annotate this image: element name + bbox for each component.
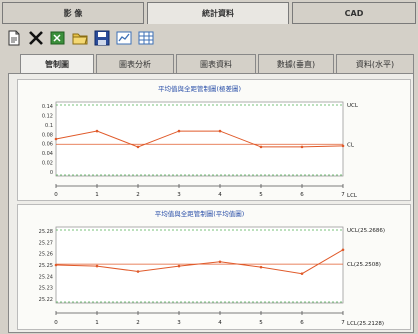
delete-x-icon <box>29 31 43 45</box>
subtab-chart-analysis[interactable]: 圖表分析 <box>96 54 174 73</box>
x-tick-label: 3 <box>177 192 181 198</box>
top-tab-bar: 影 像 統計資料 CAD <box>2 2 416 24</box>
y-tick-label: 0.1 <box>45 123 53 129</box>
data-point <box>341 248 345 252</box>
chart-view-button[interactable] <box>114 28 134 48</box>
y-tick-label: 25.22 <box>39 297 53 303</box>
data-point <box>177 264 181 268</box>
y-tick-label: 25.24 <box>39 274 53 280</box>
mean-chart: 平均值與全距管制圖(平均值圖) 25.28 25.27 25.26 25.25 25.24… <box>39 209 385 327</box>
y-tick-label: 0.12 <box>42 113 53 119</box>
y-tick-label: 0.08 <box>42 132 53 138</box>
x-tick-label: 6 <box>300 192 304 198</box>
tab-statistics[interactable]: 統計資料 <box>147 2 289 24</box>
data-point <box>218 260 222 264</box>
mean-chart-panel: 平均值與全距管制圖(平均值圖) 25.28 25.27 25.26 25.25 25.24… <box>17 204 411 330</box>
data-series-line <box>55 130 344 148</box>
data-point <box>300 272 304 275</box>
y-tick-label: 0.04 <box>42 151 53 157</box>
x-tick-label: 5 <box>259 320 263 326</box>
control-line-label: LCL <box>347 193 358 199</box>
table-view-button[interactable] <box>136 28 156 48</box>
x-tick-label: 1 <box>95 192 99 198</box>
subtab-data-vertical[interactable]: 數據(垂直) <box>258 54 334 73</box>
x-tick-label: 2 <box>136 192 140 198</box>
x-tick-label: 4 <box>218 192 222 198</box>
open-button[interactable] <box>70 28 90 48</box>
subtab-control-chart[interactable]: 管制圖 <box>20 54 94 74</box>
y-tick-label: 25.28 <box>39 229 53 235</box>
plot-area <box>55 101 344 177</box>
x-tick-label: 4 <box>218 320 222 326</box>
x-tick-label: 6 <box>300 320 304 326</box>
data-point <box>136 270 140 273</box>
x-tick-label: 5 <box>259 192 263 198</box>
data-point <box>259 145 263 149</box>
control-line-label: CL(25.2508) <box>347 262 381 268</box>
chart-title: 平均值與全距管制圖(極差圖) <box>158 84 241 93</box>
x-tick-label: 7 <box>341 192 345 198</box>
y-tick-label: 25.26 <box>39 252 53 258</box>
data-point <box>177 129 181 133</box>
plot-area <box>55 226 344 304</box>
data-point <box>300 145 304 149</box>
y-tick-label: 25.23 <box>39 286 53 292</box>
y-tick-label: 25.27 <box>39 240 53 246</box>
x-tick-label: 0 <box>54 320 58 326</box>
y-tick-label: 0.14 <box>42 104 53 110</box>
y-tick-label: 25.25 <box>39 263 53 269</box>
x-tick-label: 3 <box>177 320 181 326</box>
y-tick-label: 0 <box>50 170 53 176</box>
new-page-icon <box>8 30 20 46</box>
data-point <box>95 264 99 268</box>
subtab-chart-data[interactable]: 圖表資料 <box>176 54 256 73</box>
x-tick-label: 1 <box>95 320 99 326</box>
subtab-data-horizontal[interactable]: 資料(水平) <box>336 54 414 73</box>
x-tick-label: 2 <box>136 320 140 326</box>
data-point <box>54 263 58 267</box>
data-point <box>136 145 140 149</box>
chart-view-icon <box>116 31 132 45</box>
control-line-label: LCL(25.2128) <box>347 321 384 327</box>
data-point <box>218 129 222 133</box>
open-folder-icon <box>72 33 88 45</box>
export-icon <box>50 31 65 45</box>
x-tick-label: 0 <box>54 192 58 198</box>
tab-image[interactable]: 影 像 <box>2 2 144 24</box>
control-line-label: UCL <box>347 103 359 109</box>
toolbar <box>4 26 156 50</box>
y-tick-label: 0.06 <box>42 142 53 148</box>
data-point <box>259 265 263 269</box>
chart-title: 平均值與全距管制圖(平均值圖) <box>155 209 245 218</box>
control-line-label: UCL(25.2686) <box>347 228 385 234</box>
data-point <box>54 137 58 141</box>
save-button[interactable] <box>92 28 112 48</box>
delete-button[interactable] <box>26 28 46 48</box>
new-page-button[interactable] <box>4 28 24 48</box>
sub-tab-bar: 管制圖 圖表分析 圖表資料 數據(垂直) 資料(水平) <box>20 54 414 74</box>
chart-content-area: 平均值與全距管制圖(極差圖) 0.14 0.12 0.1 0.08 0.06 0.04 0.0… <box>8 73 414 333</box>
table-view-icon <box>138 31 154 45</box>
data-series-line <box>55 249 344 275</box>
tab-cad[interactable]: CAD <box>292 2 416 24</box>
export-button[interactable] <box>48 28 68 48</box>
data-point <box>341 144 345 148</box>
data-point <box>95 129 99 133</box>
range-chart: 平均值與全距管制圖(極差圖) 0.14 0.12 0.1 0.08 0.06 0.04 0.0… <box>42 84 359 199</box>
y-tick-label: 0.02 <box>42 161 53 167</box>
x-tick-label: 7 <box>341 320 345 326</box>
range-chart-panel: 平均值與全距管制圖(極差圖) 0.14 0.12 0.1 0.08 0.06 0.04 0.0… <box>17 79 411 201</box>
control-line-label: CL <box>347 142 355 148</box>
save-icon <box>94 30 110 46</box>
